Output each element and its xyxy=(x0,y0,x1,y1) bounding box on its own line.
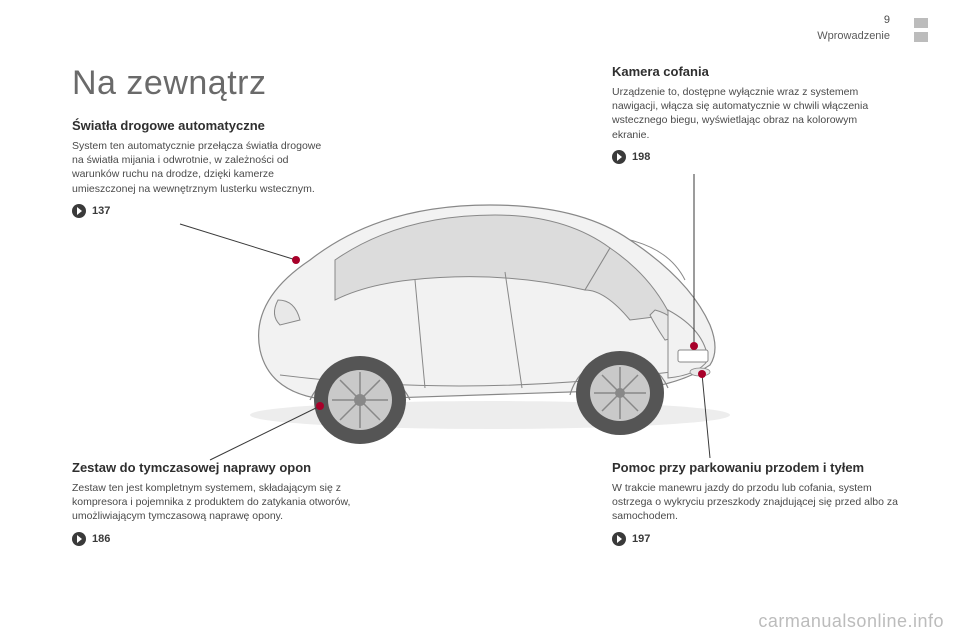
feature-heading: Kamera cofania xyxy=(612,64,892,79)
side-tab xyxy=(914,32,928,42)
feature-reverse-camera: Kamera cofania Urządzenie to, dostępne w… xyxy=(612,64,892,164)
page-ref-number: 137 xyxy=(92,205,110,217)
arrow-icon xyxy=(72,204,86,218)
page-title: Na zewnątrz xyxy=(72,64,266,103)
feature-body: Zestaw ten jest kompletnym systemem, skł… xyxy=(72,481,352,524)
feature-tyre-repair-kit: Zestaw do tymczasowej naprawy opon Zesta… xyxy=(72,460,352,546)
feature-body: Urządzenie to, dostępne wyłącznie wraz z… xyxy=(612,85,892,142)
manual-page: 9 Wprowadzenie Na zewnątrz Światła drogo… xyxy=(0,0,960,640)
feature-heading: Światła drogowe automatyczne xyxy=(72,118,332,133)
feature-heading: Zestaw do tymczasowej naprawy opon xyxy=(72,460,352,475)
page-ref: 197 xyxy=(612,532,902,546)
car-illustration xyxy=(200,150,760,450)
watermark: carmanualsonline.info xyxy=(758,611,944,632)
feature-body: W trakcie manewru jazdy do przodu lub co… xyxy=(612,481,902,524)
side-tab xyxy=(914,18,928,28)
page-ref-number: 186 xyxy=(92,533,110,545)
feature-heading: Pomoc przy parkowaniu przodem i tyłem xyxy=(612,460,902,475)
page-ref: 186 xyxy=(72,532,352,546)
section-label: Wprowadzenie xyxy=(817,30,890,42)
page-number: 9 xyxy=(884,14,890,26)
page-ref-number: 197 xyxy=(632,533,650,545)
arrow-icon xyxy=(72,532,86,546)
arrow-icon xyxy=(612,532,626,546)
feature-parking-assist: Pomoc przy parkowaniu przodem i tyłem W … xyxy=(612,460,902,546)
side-tabs xyxy=(914,18,928,46)
